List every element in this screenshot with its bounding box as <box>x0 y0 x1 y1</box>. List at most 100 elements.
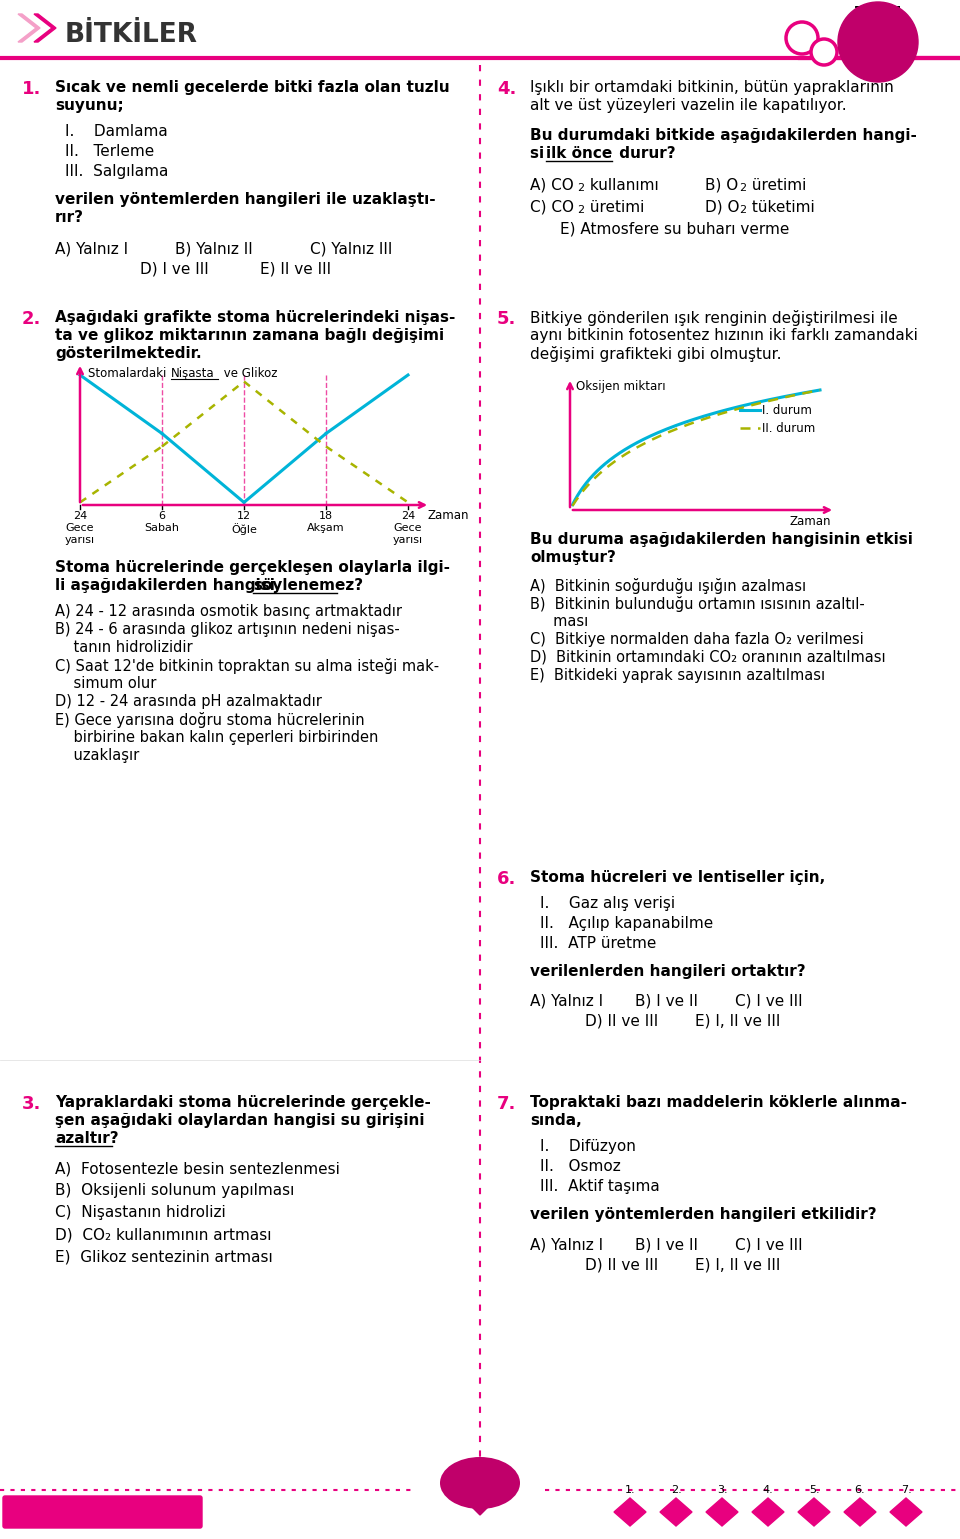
Text: Zaman: Zaman <box>789 516 830 528</box>
Polygon shape <box>660 1497 692 1527</box>
Text: ması: ması <box>530 614 588 629</box>
Text: D) 12 - 24 arasında pH azalmaktadır: D) 12 - 24 arasında pH azalmaktadır <box>55 694 322 709</box>
Text: B) I ve II: B) I ve II <box>635 994 698 1010</box>
Text: Gece: Gece <box>65 523 94 532</box>
Text: Sabah: Sabah <box>145 523 180 532</box>
Text: 4.: 4. <box>497 80 516 98</box>
Text: Bitkiye gönderilen ışık renginin değiştirilmesi ile: Bitkiye gönderilen ışık renginin değişti… <box>530 309 898 326</box>
Text: III.  ATP üretme: III. ATP üretme <box>540 936 657 951</box>
Text: Sıcak ve nemli gecelerde bitki fazla olan tuzlu: Sıcak ve nemli gecelerde bitki fazla ola… <box>55 80 449 95</box>
Text: Aşağıdaki grafikte stoma hücrelerindeki nişas-: Aşağıdaki grafikte stoma hücrelerindeki … <box>55 309 455 325</box>
Text: 1.: 1. <box>22 80 41 98</box>
Text: durur?: durur? <box>614 146 676 162</box>
Text: Topraktaki bazı maddelerin köklerle alınma-: Topraktaki bazı maddelerin köklerle alın… <box>530 1096 907 1110</box>
Text: tüketimi: tüketimi <box>747 200 815 215</box>
Text: 6.: 6. <box>854 1485 865 1494</box>
Text: Stoma hücrelerinde gerçekleşen olaylarla ilgi-: Stoma hücrelerinde gerçekleşen olaylarla… <box>55 560 450 576</box>
Text: B: B <box>717 1505 728 1519</box>
Text: suyunu;: suyunu; <box>55 98 124 112</box>
Text: C)  Bitkiye normalden daha fazla O₂ verilmesi: C) Bitkiye normalden daha fazla O₂ veril… <box>530 633 864 646</box>
Polygon shape <box>844 1497 876 1527</box>
Text: B) 24 - 6 arasında glikoz artışının nedeni nişas-: B) 24 - 6 arasında glikoz artışının nede… <box>55 622 399 637</box>
Text: E: E <box>763 1505 773 1519</box>
Text: I. durum: I. durum <box>762 403 812 417</box>
Text: II.   Osmoz: II. Osmoz <box>540 1159 621 1174</box>
Text: ilk önce: ilk önce <box>546 146 612 162</box>
Text: TEST: TEST <box>855 5 901 23</box>
Text: I.    Damlama: I. Damlama <box>65 125 168 139</box>
Text: A: A <box>854 1505 865 1519</box>
Polygon shape <box>752 1497 784 1527</box>
Text: 24: 24 <box>73 511 87 522</box>
Text: uzaklaşır: uzaklaşır <box>55 748 139 763</box>
Text: söylenemez?: söylenemez? <box>253 579 363 593</box>
Polygon shape <box>614 1497 646 1527</box>
Circle shape <box>786 22 818 54</box>
Text: C) Saat 12'de bitkinin topraktan su alma isteği mak-: C) Saat 12'de bitkinin topraktan su alma… <box>55 659 439 674</box>
Text: kullanımı: kullanımı <box>585 179 659 192</box>
Text: verilen yöntemlerden hangileri ile uzaklaştı-: verilen yöntemlerden hangileri ile uzakl… <box>55 192 436 208</box>
Polygon shape <box>706 1497 738 1527</box>
Text: üretimi: üretimi <box>747 179 806 192</box>
Text: A) 24 - 12 arasında osmotik basınç artmaktadır: A) 24 - 12 arasında osmotik basınç artma… <box>55 603 402 619</box>
Text: 2: 2 <box>739 205 746 215</box>
Text: D) I ve III: D) I ve III <box>140 262 208 277</box>
Text: 6: 6 <box>158 511 165 522</box>
Polygon shape <box>34 14 56 42</box>
Text: 18: 18 <box>319 511 333 522</box>
Polygon shape <box>798 1497 830 1527</box>
Text: 24: 24 <box>401 511 415 522</box>
Text: Bu durumdaki bitkide aşağıdakilerden hangi-: Bu durumdaki bitkide aşağıdakilerden han… <box>530 128 917 143</box>
Text: üretimi: üretimi <box>585 200 644 215</box>
Text: BİTKİLER: BİTKİLER <box>65 22 198 48</box>
Text: 2.: 2. <box>671 1485 682 1494</box>
Text: azaltır?: azaltır? <box>55 1131 119 1147</box>
Text: 7.: 7. <box>497 1096 516 1113</box>
Text: B) Yalnız II: B) Yalnız II <box>175 242 252 257</box>
Text: 5.: 5. <box>808 1485 819 1494</box>
Text: 6: 6 <box>866 22 890 54</box>
Text: yarısı: yarısı <box>65 536 95 545</box>
Text: 1.: 1. <box>625 1485 636 1494</box>
Text: B) I ve II: B) I ve II <box>635 1237 698 1253</box>
Text: III.  Aktif taşıma: III. Aktif taşıma <box>540 1179 660 1194</box>
Circle shape <box>838 2 918 82</box>
Ellipse shape <box>440 1457 520 1510</box>
Polygon shape <box>18 14 40 42</box>
Text: tanın hidrolizidir: tanın hidrolizidir <box>55 640 193 656</box>
Text: C) CO: C) CO <box>530 200 574 215</box>
Text: A)  Bitkinin soğurduğu ışığın azalması: A) Bitkinin soğurduğu ışığın azalması <box>530 579 806 594</box>
Text: E: E <box>901 1505 911 1519</box>
Text: 2: 2 <box>577 205 584 215</box>
FancyBboxPatch shape <box>3 1496 202 1528</box>
Text: aynı bitkinin fotosentez hızının iki farklı zamandaki: aynı bitkinin fotosentez hızının iki far… <box>530 328 918 343</box>
Text: A) Yalnız I: A) Yalnız I <box>530 1237 603 1253</box>
Text: A) Yalnız I: A) Yalnız I <box>55 242 128 257</box>
Text: 4.: 4. <box>762 1485 774 1494</box>
Text: D) O: D) O <box>705 200 739 215</box>
Text: si: si <box>530 146 549 162</box>
Text: C) Yalnız III: C) Yalnız III <box>310 242 393 257</box>
Text: alt ve üst yüzeyleri vazelin ile kapatılıyor.: alt ve üst yüzeyleri vazelin ile kapatıl… <box>530 98 847 112</box>
Text: A: A <box>808 1505 820 1519</box>
Text: II.   Terleme: II. Terleme <box>65 145 155 159</box>
Text: 3.: 3. <box>22 1096 41 1113</box>
Text: I.    Gaz alış verişi: I. Gaz alış verişi <box>540 896 675 911</box>
Text: 12: 12 <box>237 511 252 522</box>
Text: B) O: B) O <box>705 179 738 192</box>
Circle shape <box>811 38 837 65</box>
Text: Oksijen miktarı: Oksijen miktarı <box>576 380 665 392</box>
Text: li aşağıdakilerden hangisi: li aşağıdakilerden hangisi <box>55 579 280 593</box>
Text: birbirine bakan kalın çeperleri birbirinden: birbirine bakan kalın çeperleri birbirin… <box>55 729 378 745</box>
Text: II. durum: II. durum <box>762 422 815 434</box>
Text: E)  Bitkideki yaprak sayısının azaltılması: E) Bitkideki yaprak sayısının azaltılmas… <box>530 668 826 683</box>
Text: E)  Glikoz sentezinin artması: E) Glikoz sentezinin artması <box>55 1250 273 1264</box>
Text: D) II ve III: D) II ve III <box>585 1257 659 1273</box>
Text: olmuştur?: olmuştur? <box>530 549 616 565</box>
Text: E: E <box>671 1505 681 1519</box>
Text: 3.: 3. <box>717 1485 728 1494</box>
Text: Akşam: Akşam <box>307 523 345 532</box>
Text: E) Atmosfere su buharı verme: E) Atmosfere su buharı verme <box>560 222 789 237</box>
Text: D) II ve III: D) II ve III <box>585 1014 659 1030</box>
Text: Zaman: Zaman <box>428 509 469 522</box>
